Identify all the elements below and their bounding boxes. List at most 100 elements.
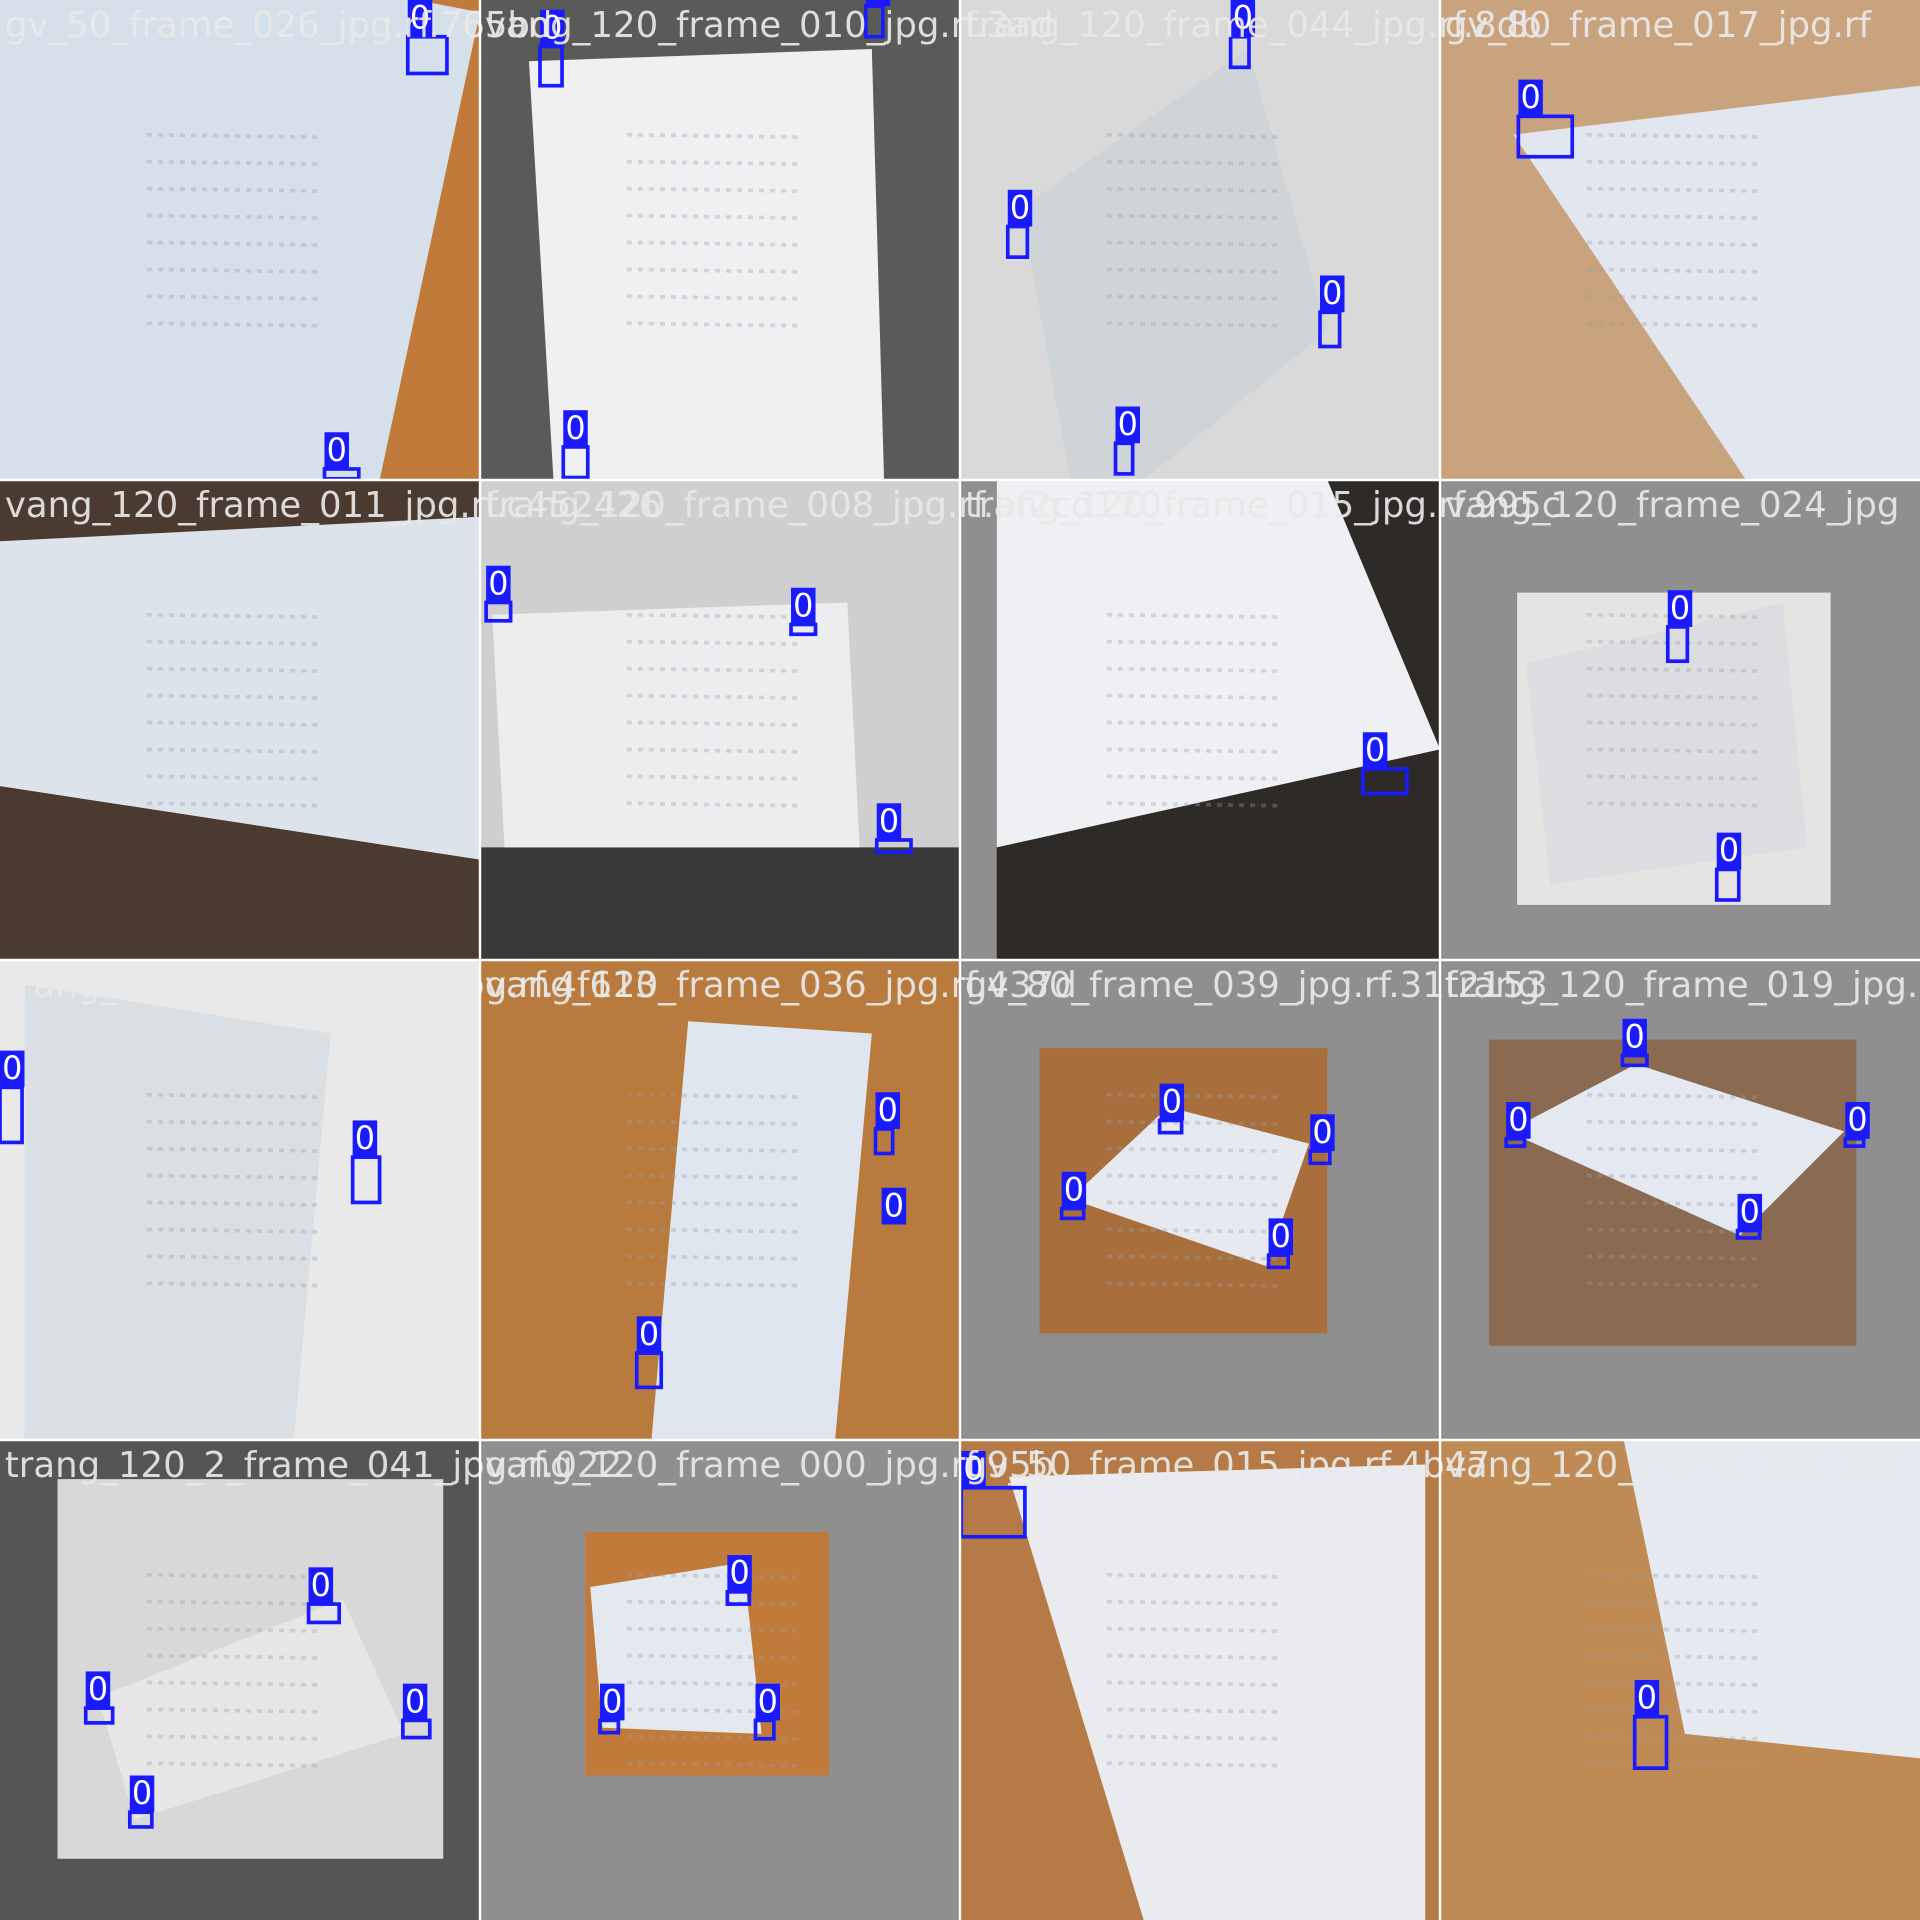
box-label: 0	[729, 1554, 749, 1592]
tile-image	[1440, 480, 1920, 960]
photo-region	[960, 480, 997, 960]
tile-image	[960, 1440, 1440, 1920]
photo-region	[1623, 1440, 1920, 1759]
box-label: 0	[879, 802, 899, 840]
box-label: 0	[1508, 1101, 1528, 1139]
tile-image	[480, 1440, 960, 1920]
photo-region	[1507, 1064, 1845, 1236]
box-label-bg	[791, 587, 816, 625]
photo-region	[480, 847, 960, 960]
box-label-bg	[402, 1683, 428, 1721]
box-label-bg	[1845, 1102, 1870, 1139]
box-label-bg	[636, 1316, 662, 1354]
box-label: 0	[327, 431, 347, 469]
box-label-bg	[324, 432, 349, 469]
photo-region	[1008, 1464, 1426, 1920]
file-name: gv_50_frame_015_jpg.rf.4b47	[965, 1445, 1490, 1486]
box-label-bg	[1634, 1680, 1660, 1717]
box-label: 0	[1233, 0, 1253, 37]
box-label: 0	[868, 0, 888, 6]
box-label-bg	[540, 9, 565, 47]
box-label-bg	[727, 1555, 752, 1592]
tile-image	[0, 0, 480, 480]
box-label-bg	[1061, 1171, 1087, 1209]
box-label: 0	[355, 1119, 375, 1157]
box-label: 0	[1365, 731, 1385, 769]
box-label-bg	[1268, 1218, 1294, 1256]
photo-region	[590, 1562, 762, 1734]
box-label-bg	[1007, 189, 1033, 227]
box-label: 0	[1740, 1192, 1760, 1230]
box-label-bg	[755, 1683, 780, 1721]
photo-region	[1021, 48, 1328, 481]
box-label-bg	[1518, 79, 1543, 117]
box-label-bg	[961, 1451, 986, 1488]
tile-image	[1440, 0, 1920, 480]
file-name: vang_120_frame_010_jpg.rf.3ad	[485, 5, 1053, 46]
file-name: gv_80_frame_017_jpg.rf	[1445, 5, 1873, 46]
tile-image	[960, 960, 1440, 1440]
box-label: 0	[1670, 589, 1690, 627]
box-label-bg	[1320, 275, 1345, 313]
box-label: 0	[884, 1186, 904, 1224]
box-label: 0	[793, 586, 813, 624]
file-name: vang_120_frame_036_jpg.rf.437d	[485, 965, 1077, 1006]
box-label: 0	[1719, 831, 1739, 869]
box-label: 0	[565, 409, 585, 447]
box-label: 0	[639, 1315, 659, 1353]
file-name: vang_120_frame_019_jpg	[1445, 1445, 1900, 1486]
file-name: vang_120_frame_024_jpg	[1445, 485, 1900, 526]
box-label: 0	[311, 1566, 331, 1604]
box-label: 0	[1010, 188, 1030, 226]
box-label-bg	[1716, 832, 1742, 870]
bounding-box	[1228, 34, 1251, 70]
box-label: 0	[1271, 1217, 1291, 1255]
box-label: 0	[1625, 1017, 1645, 1055]
file-name: trang_120_frame_044_jpg.rf.8db	[965, 5, 1542, 46]
box-label: 0	[410, 0, 430, 37]
box-label-bg	[865, 0, 891, 7]
photo-region	[996, 480, 1440, 848]
tile-image	[0, 480, 480, 960]
box-label: 0	[1637, 1679, 1657, 1717]
bounding-box	[1516, 114, 1575, 159]
box-label-bg	[486, 565, 511, 603]
box-label-bg	[881, 1187, 907, 1225]
photo-region	[1525, 602, 1808, 885]
box-label: 0	[963, 1450, 983, 1488]
box-label-bg	[308, 1567, 334, 1605]
box-label-bg	[1310, 1114, 1335, 1152]
box-label: 0	[1064, 1170, 1084, 1208]
box-label-bg	[0, 1050, 25, 1088]
box-label: 0	[2, 1049, 22, 1087]
box-label: 0	[488, 564, 508, 602]
box-label: 0	[88, 1670, 108, 1708]
file-name: trang_120_2_frame_014_jpg.rf.4f613	[5, 965, 657, 1006]
tile-image	[480, 0, 960, 481]
box-label: 0	[1520, 78, 1540, 116]
tile-image	[480, 480, 960, 960]
box-label: 0	[878, 1091, 898, 1129]
box-label: 0	[542, 8, 562, 46]
tile-image	[0, 1440, 480, 1920]
file-name: trang_120_2_frame_041_jpg.rf.022	[5, 1445, 622, 1486]
photo-region	[651, 1021, 872, 1440]
box-label-bg	[563, 410, 588, 447]
box-label: 0	[1312, 1113, 1332, 1151]
box-label: 0	[602, 1682, 622, 1720]
box-label-bg	[85, 1671, 111, 1709]
file-name: gv_50_frame_026_jpg.rf.765bd	[5, 5, 553, 46]
box-label: 0	[405, 1682, 425, 1720]
tile-image	[1440, 960, 1920, 1440]
box-label-bg	[876, 803, 902, 840]
bounding-box	[405, 34, 449, 76]
box-label-bg	[1622, 1018, 1647, 1056]
file-name: gv_80_frame_039_jpg.rf.31f2153	[965, 965, 1548, 1006]
box-label-bg	[352, 1120, 378, 1158]
file-name: trang_120_frame_008_jpg.rf.bf2cd170	[485, 485, 1162, 526]
photo-region	[24, 984, 331, 1440]
box-label-bg	[1159, 1083, 1185, 1121]
photo-region	[528, 48, 885, 481]
